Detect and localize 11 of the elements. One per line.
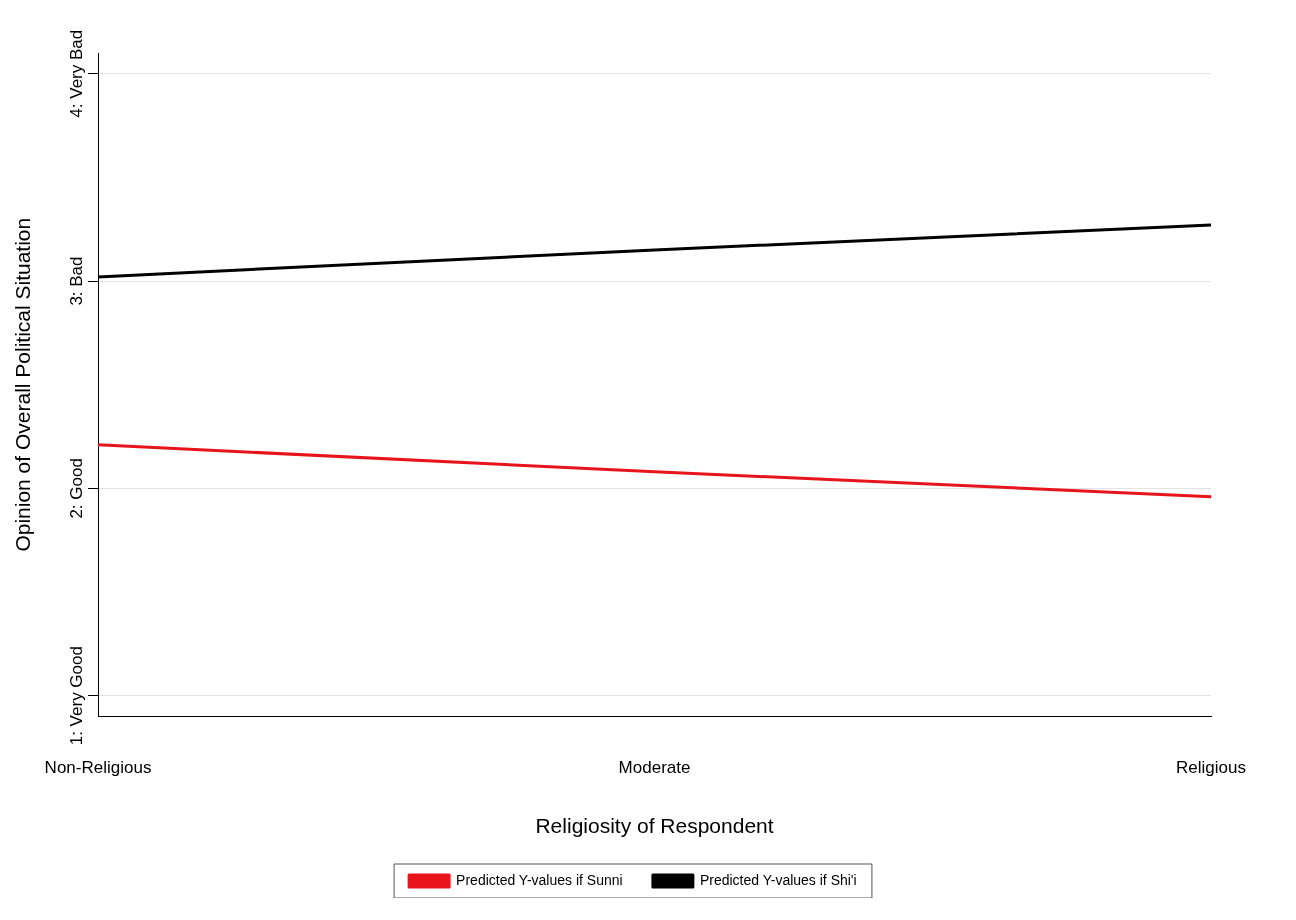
x-tick-label: Moderate	[618, 758, 691, 778]
x-axis-title: Religiosity of Respondent	[535, 814, 774, 838]
y-axis-title: Opinion of Overall Political Situation	[11, 217, 35, 552]
legend-label: Predicted Y-values if Shi'i	[699, 871, 857, 888]
y-tick-label: 3: Bad	[67, 256, 87, 306]
y-tick-label: 4: Very Bad	[67, 29, 87, 118]
y-tick-label: 1: Very Good	[67, 646, 87, 746]
legend-label: Predicted Y-values if Sunni	[456, 871, 623, 888]
x-tick-label: Religious	[1176, 758, 1247, 778]
y-tick-label: 2: Good	[67, 458, 87, 519]
x-tick-label: Non-Religious	[44, 758, 152, 778]
